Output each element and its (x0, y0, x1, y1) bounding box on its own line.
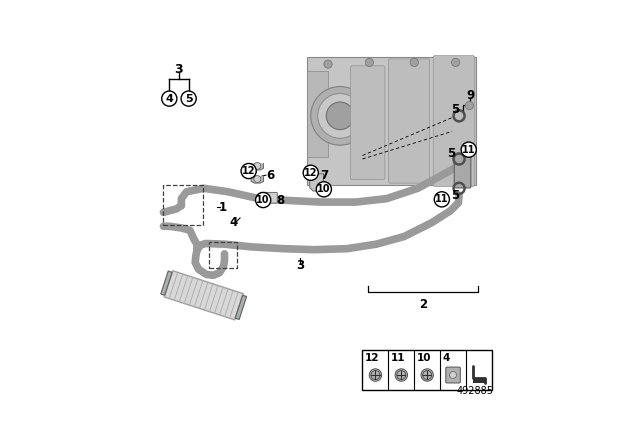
Text: 7: 7 (321, 169, 328, 182)
Text: 8: 8 (276, 194, 285, 207)
Text: 10: 10 (317, 184, 331, 194)
Text: 11: 11 (435, 194, 449, 204)
Circle shape (241, 164, 256, 179)
Text: 10: 10 (257, 195, 270, 205)
Circle shape (311, 86, 369, 145)
Circle shape (254, 176, 260, 182)
Text: 9: 9 (466, 89, 474, 102)
Circle shape (421, 369, 433, 381)
Circle shape (435, 192, 449, 207)
Text: 492885: 492885 (456, 386, 493, 396)
Circle shape (395, 369, 408, 381)
Circle shape (410, 58, 419, 66)
Text: 6: 6 (266, 169, 274, 182)
Text: 4: 4 (229, 216, 237, 229)
FancyBboxPatch shape (446, 367, 460, 383)
Text: 4: 4 (443, 353, 451, 363)
Polygon shape (251, 163, 264, 170)
Circle shape (181, 91, 196, 106)
Text: 4: 4 (165, 94, 173, 103)
Circle shape (465, 101, 474, 110)
Circle shape (461, 142, 476, 157)
Circle shape (303, 165, 318, 181)
FancyBboxPatch shape (260, 193, 277, 203)
Circle shape (255, 193, 271, 207)
Circle shape (326, 102, 354, 129)
Polygon shape (164, 271, 243, 320)
Circle shape (162, 91, 177, 106)
Polygon shape (236, 295, 246, 319)
Polygon shape (251, 176, 264, 183)
Text: 12: 12 (242, 166, 255, 176)
Text: 5: 5 (185, 94, 193, 103)
Text: 11: 11 (462, 145, 476, 155)
Circle shape (365, 58, 374, 66)
Circle shape (324, 60, 332, 68)
Text: 1: 1 (219, 201, 227, 214)
Circle shape (449, 371, 456, 379)
Text: 2: 2 (419, 298, 427, 311)
Text: 10: 10 (417, 353, 431, 363)
Text: 12: 12 (304, 168, 317, 178)
Text: 3: 3 (175, 64, 183, 77)
Text: 5: 5 (447, 147, 456, 160)
Circle shape (321, 183, 326, 189)
Polygon shape (473, 378, 485, 383)
Text: 5: 5 (451, 189, 460, 202)
Text: 11: 11 (391, 353, 406, 363)
Circle shape (451, 58, 460, 66)
Polygon shape (161, 271, 172, 295)
FancyBboxPatch shape (388, 59, 430, 183)
Polygon shape (307, 71, 328, 157)
FancyBboxPatch shape (351, 66, 385, 180)
Text: 3: 3 (296, 259, 305, 272)
Text: 12: 12 (365, 353, 380, 363)
Bar (362, 350, 492, 390)
FancyBboxPatch shape (454, 154, 471, 188)
Circle shape (316, 182, 332, 197)
Circle shape (317, 94, 362, 138)
FancyBboxPatch shape (433, 56, 475, 186)
Polygon shape (307, 57, 476, 185)
Circle shape (369, 369, 381, 381)
Text: 5: 5 (451, 103, 460, 116)
Polygon shape (310, 174, 323, 191)
Circle shape (254, 163, 260, 169)
